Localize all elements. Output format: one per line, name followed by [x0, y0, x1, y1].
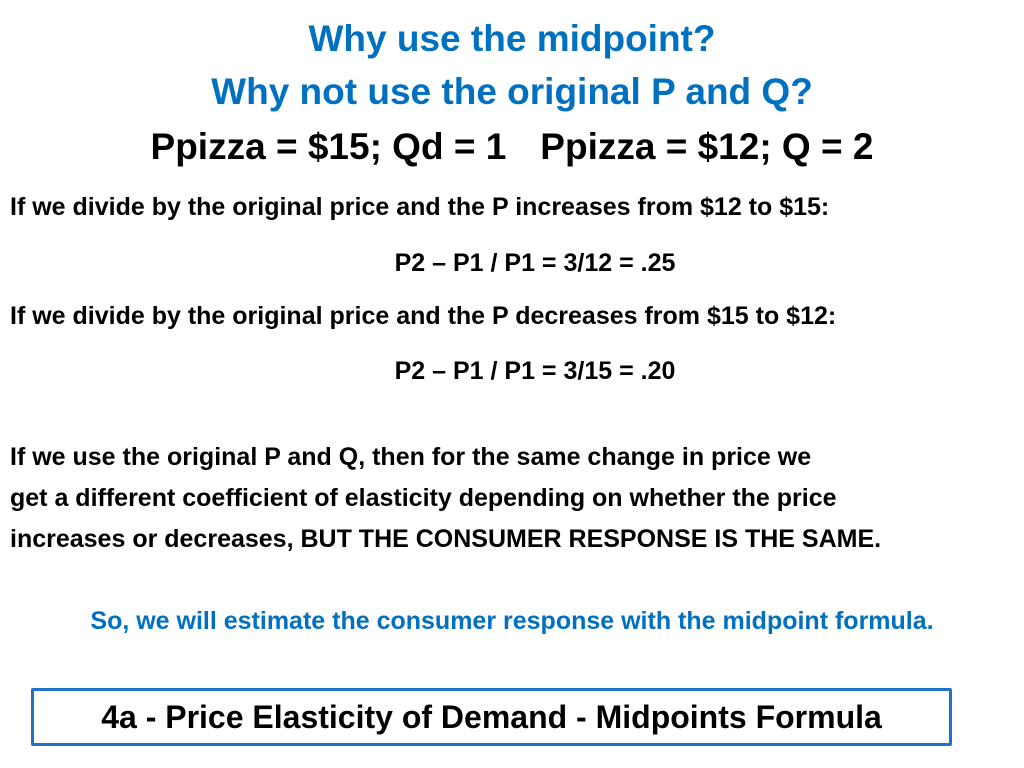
explanation-line-1: If we use the original P and Q, then for…	[10, 443, 812, 471]
conclusion-text: So, we will estimate the consumer respon…	[90, 607, 934, 635]
explanation-line-2: get a different coefficient of elasticit…	[10, 484, 837, 512]
slide-footer-title: 4a - Price Elasticity of Demand - Midpoi…	[31, 688, 952, 746]
explanation-line-3: increases or decreases, BUT THE CONSUMER…	[10, 525, 882, 553]
given-values: Ppizza = $15; Qd = 1 Ppizza = $12; Q = 2	[0, 128, 1024, 165]
explanation-paragraph: If we use the original P and Q, then for…	[10, 437, 1020, 560]
example-increase-formula: P2 – P1 / P1 = 3/12 = .25	[394, 249, 676, 277]
given-left: Ppizza = $15; Qd = 1	[150, 126, 507, 167]
title-line-2: Why not use the original P and Q?	[211, 71, 813, 112]
example-increase-statement: If we divide by the original price and t…	[10, 193, 830, 221]
title-line-1: Why use the midpoint?	[308, 18, 716, 59]
given-right: Ppizza = $12; Q = 2	[540, 126, 874, 167]
example-decrease-statement: If we divide by the original price and t…	[10, 302, 837, 330]
example-decrease-formula: P2 – P1 / P1 = 3/15 = .20	[394, 357, 676, 385]
